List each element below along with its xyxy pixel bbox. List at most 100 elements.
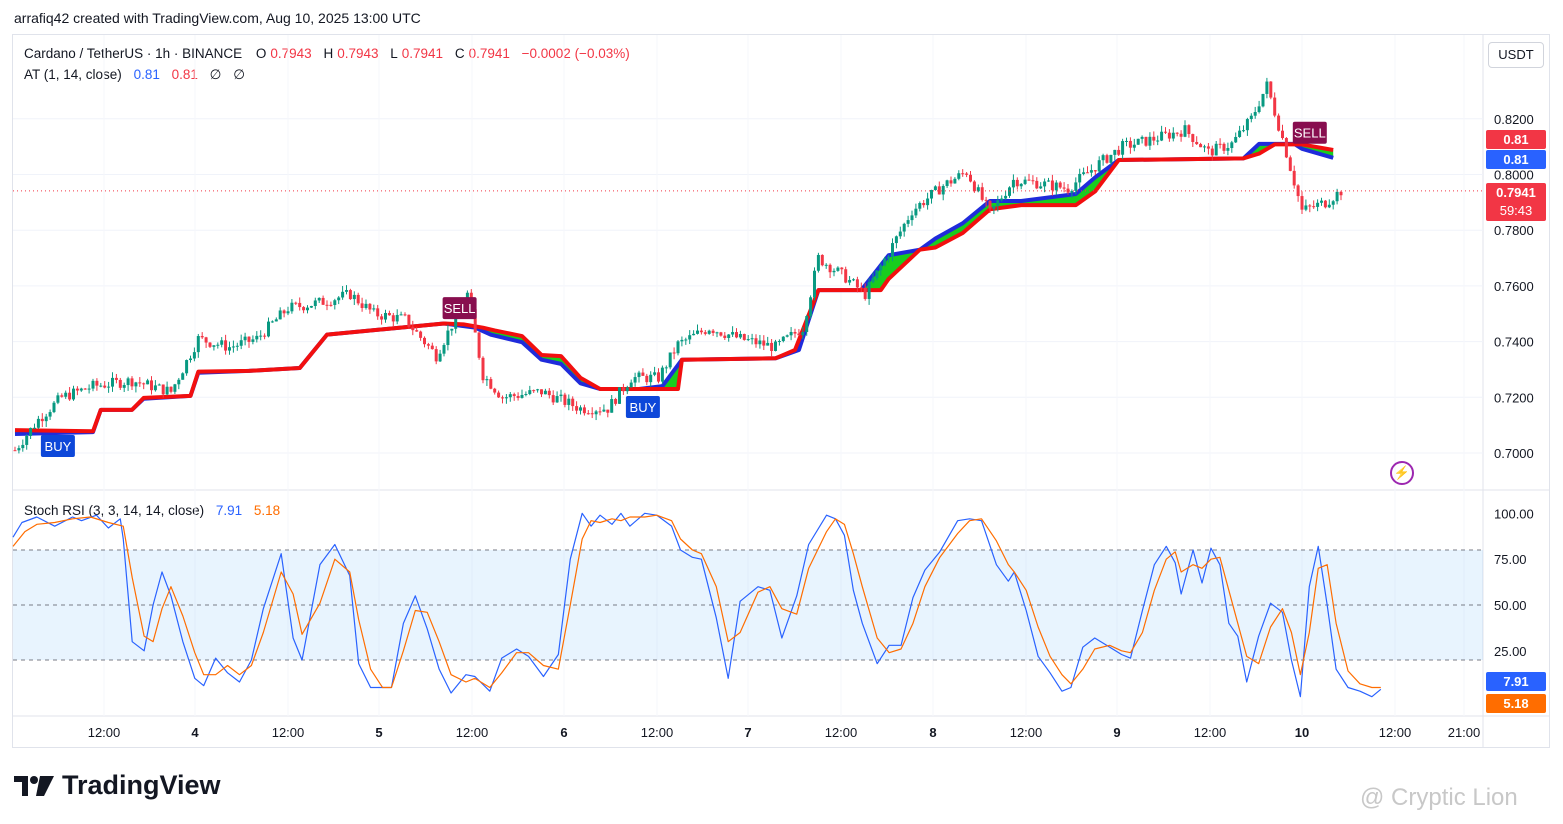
time-axis-label: 21:00 [1448, 725, 1481, 740]
candle-body [1195, 141, 1199, 145]
candle-body [766, 342, 770, 346]
candle-body [1327, 204, 1331, 208]
sell-signal: SELL [442, 297, 477, 320]
candle-body [879, 265, 883, 271]
candle-body [965, 173, 969, 175]
candle-body [384, 312, 387, 320]
candle-body [976, 187, 980, 192]
candle-body [1105, 155, 1109, 163]
candle-body [984, 199, 988, 201]
candle-body [1004, 195, 1008, 199]
lightning-alert-icon[interactable]: ⚡ [1390, 461, 1414, 485]
sell-signal: SELL [1292, 121, 1327, 144]
candle-body [1277, 115, 1281, 131]
candle-body [657, 372, 660, 382]
price-axis-label: 0.7400 [1494, 335, 1534, 350]
watermark-text: @ Cryptic Lion [1360, 784, 1518, 811]
time-axis-label: 12:00 [641, 725, 674, 740]
time-axis-label: 7 [744, 725, 751, 740]
candle-body [746, 339, 750, 341]
candle-body [543, 390, 547, 395]
candle-body [454, 311, 458, 329]
chart-header: arrafiq42 created with TradingView.com, … [14, 10, 421, 26]
candle-body [263, 335, 267, 337]
candle-body [520, 394, 524, 398]
price-axis-label: 0.8000 [1494, 168, 1534, 183]
candle-body [1323, 200, 1327, 208]
candle-body [75, 388, 79, 391]
candle-body [926, 198, 930, 206]
candle-body [910, 215, 914, 221]
low-label: L [390, 46, 398, 61]
candle-body [83, 388, 87, 390]
candle-body [781, 336, 785, 342]
candle-body [192, 352, 196, 359]
candle-body [902, 223, 906, 232]
time-axis-label: 10 [1295, 725, 1309, 740]
candle-body [887, 256, 891, 259]
high-value: 0.7943 [337, 46, 379, 61]
candle-body [423, 337, 426, 345]
candle-body [816, 254, 820, 271]
candle-body [703, 332, 707, 334]
candle-body [1249, 115, 1253, 120]
candle-body [430, 345, 434, 350]
candle-body [969, 174, 972, 182]
candle-body [146, 380, 150, 385]
candle-body [1245, 119, 1249, 131]
candle-body [1058, 182, 1062, 188]
candle-body [941, 185, 945, 195]
candle-body [711, 330, 715, 333]
candle-body [126, 378, 130, 386]
candle-body [883, 258, 887, 266]
candle-body [972, 181, 976, 192]
stoch-k-value: 7.91 [215, 503, 243, 518]
candle-body [1234, 136, 1238, 143]
symbol-name[interactable]: Cardano / TetherUS · 1h · BINANCE [24, 46, 243, 61]
candle-body [1117, 149, 1121, 155]
candle-body [481, 357, 485, 381]
candle-body [177, 379, 181, 385]
candle-body [407, 314, 411, 327]
candle-body [777, 341, 781, 343]
candle-body [1074, 182, 1078, 191]
stoch-k-tag: 7.91 [1486, 672, 1546, 691]
candle-body [836, 267, 840, 271]
candle-body [512, 394, 516, 397]
candle-body [575, 406, 579, 411]
candle-body [528, 390, 532, 394]
candle-body [536, 389, 540, 391]
currency-unit-button[interactable]: USDT [1488, 42, 1544, 68]
candle-body [36, 418, 40, 428]
candle-body [157, 384, 161, 386]
candle-body [957, 173, 961, 179]
candle-body [189, 358, 192, 361]
candle-body [282, 310, 286, 314]
candle-body [649, 374, 653, 383]
candle-body [516, 396, 520, 398]
candle-body [52, 402, 56, 413]
candle-body [286, 311, 290, 314]
candle-body [21, 444, 25, 449]
candle-body [668, 352, 672, 368]
at-legend[interactable]: AT (1, 14, close) 0.81 0.81 ∅ ∅ [24, 67, 249, 83]
signal-label: SELL [444, 301, 476, 316]
sell-signal-box [1292, 121, 1327, 144]
candle-body [1261, 93, 1265, 107]
candle-body [1253, 112, 1257, 116]
candle-body [1011, 179, 1015, 188]
candle-body [1320, 200, 1323, 203]
at-value-red: 0.81 [171, 67, 198, 82]
candle-body [742, 334, 746, 340]
candle-body [945, 180, 949, 186]
candle-body [1000, 198, 1004, 201]
candle-body [571, 398, 575, 407]
stoch-legend[interactable]: Stoch RSI (3, 3, 14, 14, close) 7.91 5.1… [24, 503, 284, 518]
candle-body [504, 397, 508, 399]
at-name: AT (1, 14, close) [24, 67, 122, 82]
candle-body [1078, 173, 1082, 183]
candle-body [473, 309, 477, 333]
candle-body [403, 314, 407, 316]
candle-body [824, 264, 828, 266]
